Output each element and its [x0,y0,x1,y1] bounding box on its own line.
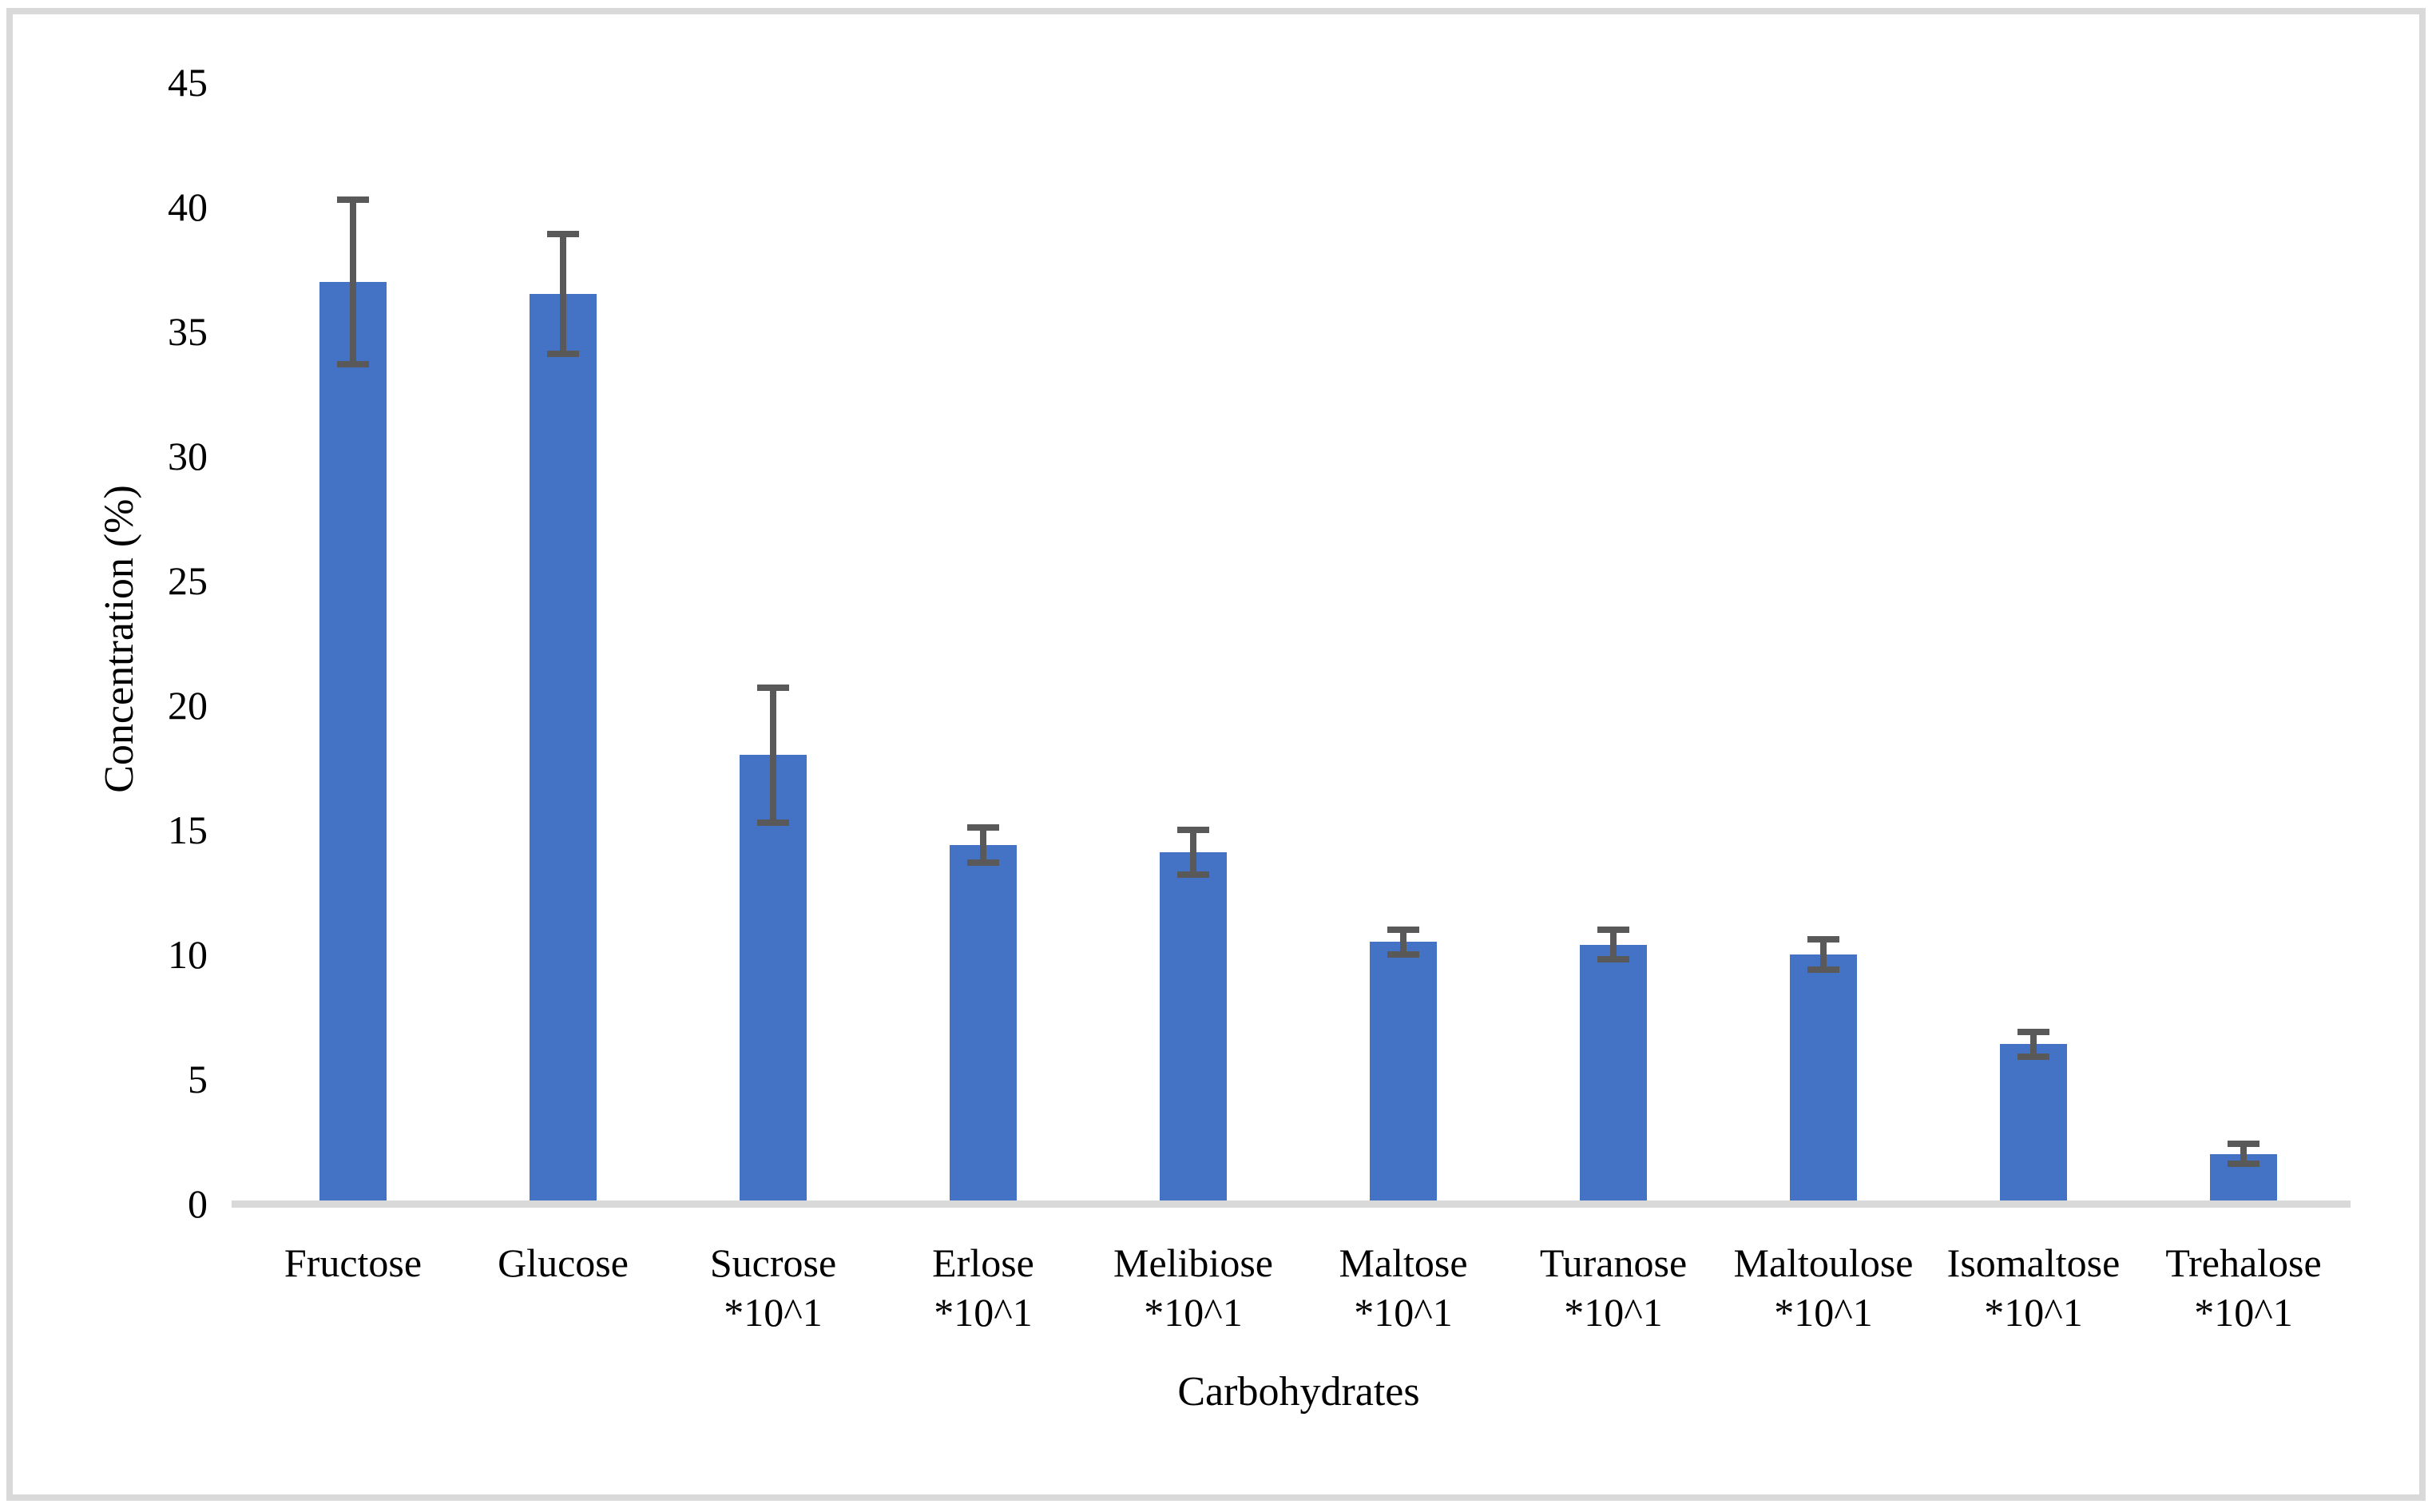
y-tick-label: 0 [188,1181,208,1226]
category-label-line: Fructose [284,1240,423,1285]
category-label-line: Erlose [932,1240,1034,1285]
y-tick-label: 30 [168,434,208,478]
error-bar-top-cap [757,685,789,692]
category-label: Glucose [451,1238,675,1288]
bar [1580,944,1647,1200]
bar [1160,852,1227,1200]
category-label-line: Glucose [498,1240,629,1285]
category-label: Maltoulose *10^1 [1712,1238,1935,1337]
y-tick-label: 40 [168,185,208,229]
error-bar-top-cap [2017,1028,2049,1035]
error-bar-top-cap [1387,926,1419,933]
error-bar-line [980,827,986,863]
error-bar-line [2240,1144,2247,1165]
error-bar-bottom-cap [1387,951,1419,958]
error-bar-line [1400,929,1406,954]
category-label: Melibiose *10^1 [1081,1238,1305,1337]
category-label: Trehalose *10^1 [2132,1238,2355,1337]
bar [2000,1044,2067,1200]
y-tick-label: 45 [168,60,208,105]
bar [319,281,387,1200]
error-bar-line [1820,939,1827,970]
category-label-line: Trehalose [2165,1240,2322,1285]
error-bar-line [1610,929,1617,960]
category-label: Isomaltose *10^1 [1922,1238,2145,1337]
category-label-line: Isomaltose [1946,1240,2121,1285]
category-label-line: *10^1 [1564,1290,1663,1335]
error-bar-top-cap [967,823,999,831]
error-bar-top-cap [2228,1141,2259,1148]
bar [1790,954,1857,1200]
category-label: Erlose *10^1 [871,1238,1095,1337]
category-label-line: *10^1 [1144,1290,1243,1335]
error-bar-line [1190,830,1196,875]
category-label-line: *10^1 [1774,1290,1873,1335]
category-label-line: Maltoulose [1733,1240,1914,1285]
category-label: Fructose [241,1238,465,1288]
error-bar-line [350,199,356,364]
error-bar-top-cap [1597,926,1629,933]
category-label: Turanose *10^1 [1502,1238,1725,1337]
category-label: Sucrose *10^1 [661,1238,885,1337]
error-bar-bottom-cap [1807,966,1839,973]
y-tick-label: 20 [168,683,208,728]
bar [1370,942,1437,1200]
category-label-line: *10^1 [724,1290,823,1335]
error-bar-bottom-cap [547,351,579,358]
y-tick-label: 15 [168,808,208,852]
error-bar-line [2030,1031,2037,1057]
category-label-line: Turanose [1539,1240,1688,1285]
bar [530,294,597,1200]
error-bar-top-cap [337,196,369,203]
category-label-line: *10^1 [1354,1290,1453,1335]
error-bar-bottom-cap [2017,1053,2049,1060]
bar [740,755,807,1200]
category-label-line: Maltose [1339,1240,1468,1285]
error-bar-bottom-cap [967,859,999,866]
x-axis-line [232,1200,2351,1208]
error-bar-bottom-cap [337,360,369,367]
bar [950,844,1017,1200]
category-label: Maltose *10^1 [1291,1238,1515,1337]
y-tick-label: 25 [168,558,208,603]
category-label-line: Sucrose [709,1240,837,1285]
error-bar-bottom-cap [1597,956,1629,963]
x-axis-title: Carbohydrates [1177,1369,1420,1415]
category-label-line: *10^1 [1984,1290,2083,1335]
y-tick-label: 10 [168,932,208,977]
error-bar-top-cap [1177,827,1209,833]
error-bar-bottom-cap [757,819,789,826]
error-bar-top-cap [547,231,579,238]
y-tick-label: 5 [188,1057,208,1101]
error-bar-bottom-cap [2228,1161,2259,1168]
category-label-line: *10^1 [934,1290,1033,1335]
error-bar-bottom-cap [1177,871,1209,879]
error-bar-line [770,688,776,823]
error-bar-top-cap [1807,936,1839,943]
y-tick-label: 35 [168,309,208,354]
category-label-line: Melibiose [1113,1240,1273,1285]
error-bar-line [560,234,566,355]
category-label-line: *10^1 [2194,1290,2293,1335]
y-axis-title: Concentration (%) [97,485,142,793]
